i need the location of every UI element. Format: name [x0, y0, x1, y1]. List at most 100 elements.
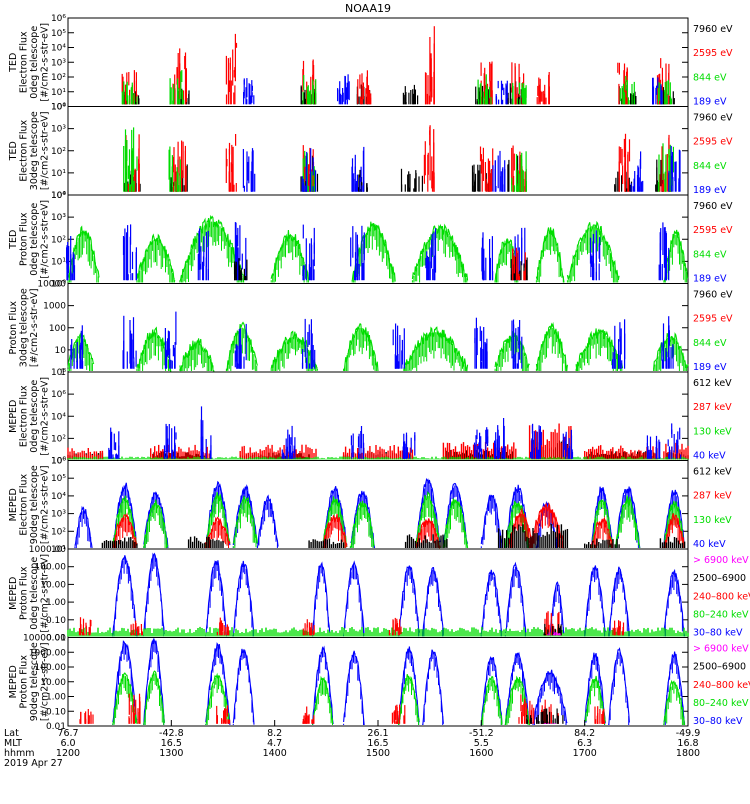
legend-entry: 844 eV: [693, 338, 727, 349]
y-tick-label: 10⁴: [51, 191, 66, 201]
series-189-ev: [242, 145, 681, 192]
data-mark: [350, 490, 376, 549]
data-mark: [663, 651, 686, 724]
legend-entry: 40 keV: [693, 539, 726, 550]
x-tick-label-lat: 84.2: [574, 728, 595, 739]
x-tick-label-hhmm: 1700: [573, 748, 597, 759]
x-tick-label-lat: -49.9: [676, 728, 701, 739]
y-tick-label: 10⁵: [51, 29, 66, 39]
x-tick-label-mlt: 5.5: [474, 738, 489, 749]
legend-entry: 7960 eV: [693, 113, 733, 124]
y-tick-label: 1000.00: [29, 648, 66, 658]
y-axis-label: Proton Flux: [19, 212, 30, 266]
y-tick-label: 10⁴: [51, 492, 66, 502]
y-axis-label: 0deg telescope: [29, 203, 40, 276]
y-axis-label: 0deg telescope: [29, 26, 40, 99]
x-tick-label-lat: 76.7: [57, 728, 78, 739]
data-mark: [312, 561, 331, 635]
y-tick-label: 10⁰: [51, 103, 66, 113]
y-axis-label: 0deg telescope: [29, 557, 40, 630]
series-30-80-kev: [112, 552, 686, 637]
series-40-kev: [108, 406, 682, 459]
legend-entry: 7960 eV: [693, 290, 733, 301]
panel-6: 10¹ 10² 10³ 10⁴ 10⁵ 10⁶ MEPED Electron Flux 90de…: [8, 457, 732, 556]
legend-entry: 130 keV: [693, 515, 732, 526]
series-844-ev: [67, 321, 689, 372]
y-axis-label: [#/cm2-s-str-eV]: [29, 288, 40, 367]
data-mark: [351, 221, 396, 282]
series-189-ev: [65, 222, 670, 281]
y-tick-label: 1: [60, 368, 66, 378]
legend-entry: > 6900 keV: [693, 555, 749, 566]
y-tick-label: 10⁶: [51, 457, 66, 467]
panel-8: 0.01 0.10 1.00 10.00 100.00 1000.00 10000.00 ME…: [8, 634, 750, 733]
series-240-800-kev: [79, 693, 606, 724]
y-tick-label: 0.10: [46, 616, 66, 626]
y-tick-label: 1.00: [46, 598, 66, 608]
y-tick-label: 100.00: [35, 663, 67, 673]
legend-entry: 2595 eV: [693, 314, 733, 325]
data-mark: [270, 330, 319, 371]
x-tick-label-mlt: 16.8: [677, 738, 698, 749]
legend-entry: 30–80 keV: [693, 716, 743, 727]
panel-1: 10⁰ 10¹ 10² 10³ 10⁴ 10⁵ 10⁶ TED Electron Flux 0de…: [8, 14, 733, 113]
y-tick-label: 10¹: [51, 88, 66, 98]
data-mark: [591, 516, 613, 549]
y-tick-label: 100: [49, 324, 66, 334]
x-tick-label-hhmm: 1600: [469, 748, 493, 759]
legend-entry: 2500–6900: [693, 573, 746, 584]
y-axis-label: 90deg telescope: [29, 642, 40, 721]
series-612-kev: [101, 523, 686, 548]
y-axis-label: 0deg telescope: [29, 380, 40, 453]
series-2595-ev: [125, 125, 672, 192]
legend-entry: 844 eV: [693, 72, 727, 83]
y-tick-label: 10²: [51, 434, 66, 444]
legend-entry: 189 eV: [693, 274, 727, 285]
legend-entry: 2595 eV: [693, 225, 733, 236]
y-tick-label: 10¹: [51, 169, 66, 179]
series-287-kev: [67, 423, 689, 460]
y-tick-label: 10000.00: [23, 634, 66, 644]
y-tick-label: 10²: [51, 527, 66, 537]
x-tick-label-hhmm: 1800: [676, 748, 700, 759]
legend-entry: 240–800 keV: [693, 591, 750, 602]
legend-entry: 80–240 keV: [693, 609, 749, 620]
data-mark: [143, 670, 165, 724]
legend-entry: > 6900 keV: [693, 644, 749, 655]
series-7960-ev: [123, 81, 675, 105]
x-tick-label-hhmm: 1400: [263, 748, 287, 759]
y-axis-label: MEPED: [8, 665, 19, 698]
y-axis-label: Electron Flux: [19, 120, 30, 182]
date-label: 2019 Apr 27: [4, 758, 63, 769]
x-tick-label-mlt: 16.5: [161, 738, 182, 749]
y-axis-label: 30deg telescope: [29, 111, 40, 190]
data-mark: [256, 494, 279, 549]
x-tick-label-hhmm: 1300: [159, 748, 183, 759]
data-mark: [403, 326, 469, 372]
y-axis-label: Proton Flux: [19, 655, 30, 709]
data-mark: [615, 486, 641, 549]
legend-entry: 30–80 keV: [693, 628, 743, 639]
y-tick-label: 10⁴: [51, 44, 66, 54]
data-mark: [232, 495, 258, 544]
series-844-ev: [67, 214, 689, 283]
y-axis-label: Electron Flux: [19, 385, 30, 447]
series-2500-6900: [543, 623, 562, 636]
x-row-label: MLT: [4, 738, 22, 749]
series-7960-ev: [124, 155, 672, 192]
legend-entry: 189 eV: [693, 97, 727, 108]
data-mark: [504, 561, 527, 635]
y-tick-label: 10⁵: [51, 474, 66, 484]
y-tick-label: 10²: [51, 147, 66, 157]
data-mark: [442, 482, 469, 549]
y-tick-label: 10⁶: [51, 390, 66, 400]
series--6900-kev: [543, 723, 556, 724]
data-mark: [566, 220, 620, 280]
series--6900-kev: [547, 631, 562, 636]
series-30-80-kev: [112, 638, 686, 726]
data-mark: [663, 229, 689, 283]
y-tick-label: 10⁰: [51, 280, 66, 290]
panel-frame: [67, 17, 689, 107]
series-844-ev: [123, 127, 675, 192]
